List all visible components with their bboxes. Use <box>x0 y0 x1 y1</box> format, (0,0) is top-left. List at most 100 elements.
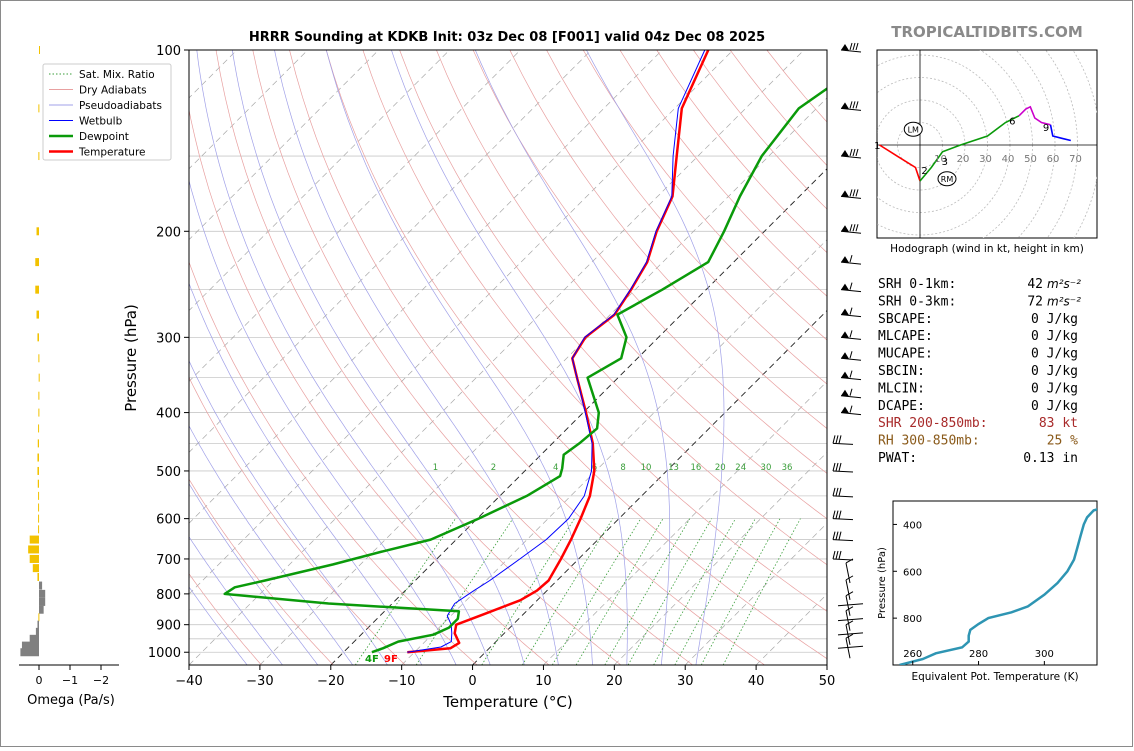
theta-e-x-tick-label: 280 <box>969 649 988 660</box>
mixing-ratio-line <box>627 518 713 665</box>
legend-label: Pseudoadiabats <box>79 100 162 112</box>
pseudoadiabat <box>391 50 628 665</box>
omega-bar <box>38 424 40 433</box>
dry-adiabat <box>189 478 334 665</box>
mixing-ratio-label: 16 <box>690 463 701 473</box>
hodograph-ring-label: 20 <box>957 154 970 165</box>
wind-barb <box>832 510 854 521</box>
hodograph-grid <box>877 50 1097 238</box>
omega-bar <box>38 613 40 622</box>
dry-adiabat <box>189 573 262 665</box>
theta-e-y-tick-label: 400 <box>903 520 922 531</box>
mixing-ratio-line <box>481 518 575 665</box>
index-label: SBCAPE: <box>878 312 933 327</box>
hodograph-trace <box>919 115 1020 182</box>
wind-barb <box>837 606 864 631</box>
index-value: 0 J/kg <box>1031 329 1078 344</box>
index-value: 0 J/kg <box>1031 347 1078 362</box>
wetbulb-line <box>407 50 706 653</box>
wind-barb <box>832 462 854 473</box>
isotherm-line <box>472 309 827 665</box>
wind-barb <box>840 224 862 234</box>
omega-bar <box>39 589 46 598</box>
hodograph-height-label: 2 <box>921 166 927 177</box>
main-plot-frame <box>188 49 828 666</box>
index-label: RH 300-850mb: <box>878 434 980 449</box>
hodograph-height-label: 3 <box>942 157 948 168</box>
hodograph-ring-label: 70 <box>1069 154 1082 165</box>
wind-barb <box>840 351 862 361</box>
dry-adiabat <box>399 50 827 566</box>
index-label: MLCAPE: <box>878 329 933 344</box>
omega-bar <box>37 479 39 488</box>
wind-barb <box>837 620 864 645</box>
index-value: 42 <box>1027 277 1043 292</box>
x-tick-label: 20 <box>606 674 623 689</box>
omega-bar <box>38 408 40 417</box>
index-value: 0.13 in <box>1023 451 1078 466</box>
isotherm-line <box>401 239 827 665</box>
hodograph-trace <box>1018 105 1051 126</box>
omega-tick-label: −2 <box>93 674 109 687</box>
index-label: SRH 0-3km: <box>878 294 956 309</box>
pseudoadiabat <box>325 50 593 665</box>
omega-bar <box>36 310 39 319</box>
wind-barb <box>840 189 862 199</box>
omega-bar <box>37 439 39 448</box>
wind-barb <box>840 370 862 381</box>
omega-bar <box>37 572 39 581</box>
wind-barb <box>840 405 862 416</box>
x-tick-label: −40 <box>175 674 202 689</box>
mixing-ratio-line <box>722 518 801 665</box>
x-tick-label: 30 <box>677 674 694 689</box>
omega-bar <box>36 227 39 236</box>
theta-e-x-tick-label: 300 <box>1035 649 1054 660</box>
omega-bar <box>37 333 39 342</box>
severe-indices: SRH 0-1km: 42 m²s⁻² SRH 0-3km: 72 m²s⁻² SBCAPE… <box>878 277 1081 466</box>
index-value: 72 <box>1027 294 1043 309</box>
omega-bar <box>29 634 39 643</box>
omega-bar <box>29 535 39 544</box>
pseudoadiabat <box>189 483 319 665</box>
y-axis-label: Pressure (hPa) <box>122 304 140 412</box>
temperature-line <box>407 50 710 654</box>
hodograph-ring-label: 10 <box>934 154 947 165</box>
dry-adiabat <box>189 108 550 665</box>
dry-adiabat <box>325 50 827 660</box>
dry-adiabat <box>472 50 827 474</box>
isotherm-line <box>189 50 450 312</box>
isotherm-line <box>189 50 663 524</box>
mixing-ratio-label: 2 <box>491 463 496 473</box>
pseudoadiabat <box>189 179 457 665</box>
hodograph-caption: Hodograph (wind in kt, height in km) <box>890 243 1084 255</box>
dry-adiabat <box>215 50 622 665</box>
omega-bar <box>20 648 39 657</box>
theta-e-xlabel: Equivalent Pot. Temperature (K) <box>911 671 1078 683</box>
wind-barb <box>845 558 854 584</box>
storm-motion-marker <box>903 121 923 137</box>
omega-bar <box>21 641 39 650</box>
x-tick-label: −30 <box>246 674 273 689</box>
hodograph-height-label: 1 <box>874 141 880 152</box>
y-tick-label: 300 <box>156 331 181 346</box>
wind-barb <box>840 254 862 265</box>
omega-bar <box>38 373 40 382</box>
pseudoadiabat <box>189 536 283 665</box>
omega-bar <box>37 466 39 475</box>
isotherm-line <box>189 50 805 665</box>
legend-label: Temperature <box>78 147 146 159</box>
mixing-ratio-label: 10 <box>641 463 652 473</box>
omega-bar <box>38 491 40 500</box>
mixing-ratio-label: 24 <box>735 463 746 473</box>
index-value: 0 J/kg <box>1031 381 1078 396</box>
hodograph-height-label: 9 <box>1043 123 1049 134</box>
mixing-ratio-label: 13 <box>668 463 679 473</box>
omega-bar <box>35 627 39 636</box>
wind-barbs <box>832 42 864 659</box>
pseudoadiabat <box>586 50 725 665</box>
omega-bar <box>39 581 43 590</box>
omega-bar <box>38 104 40 113</box>
hodograph-panel: 10 20 30 40 50 60 70 1 2 3 6 9 LM RM <box>874 49 1098 239</box>
legend-label: Wetbulb <box>79 116 123 128</box>
